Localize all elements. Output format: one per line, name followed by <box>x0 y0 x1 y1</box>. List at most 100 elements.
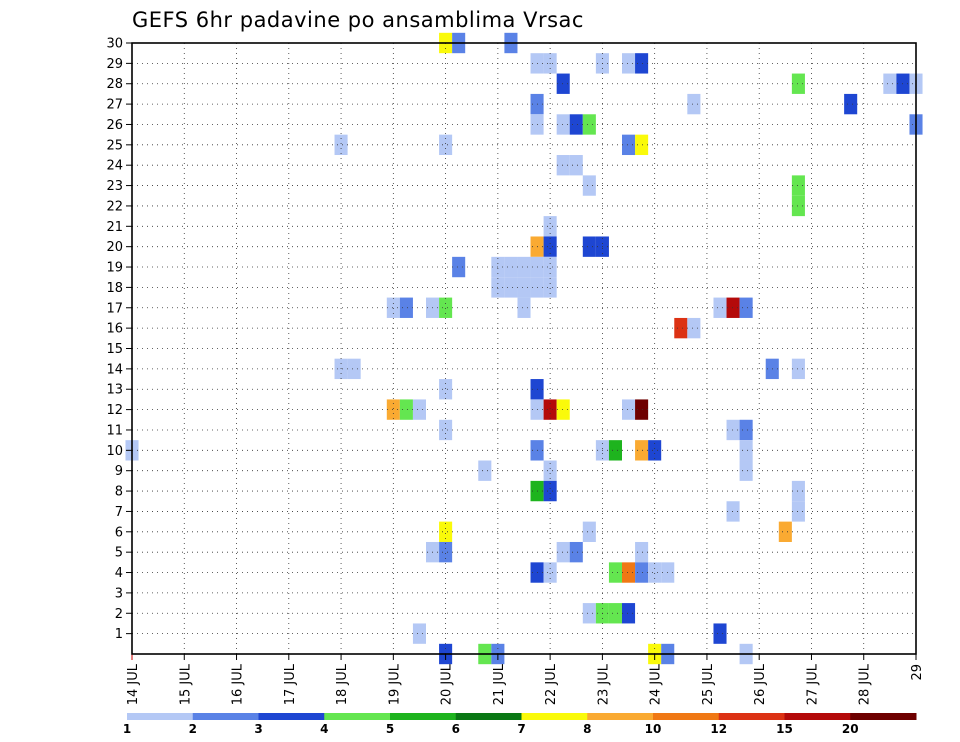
precip-cell <box>635 562 649 583</box>
y-tick-label: 11 <box>106 423 123 438</box>
colorbar-swatch <box>653 713 720 720</box>
colorbar-swatch <box>784 713 851 720</box>
colorbar-swatch <box>587 713 654 720</box>
y-tick-label: 22 <box>106 199 123 214</box>
y-tick-label: 27 <box>106 98 123 113</box>
precip-cell <box>635 134 649 156</box>
precip-cell <box>622 134 636 156</box>
colorbar-label: 1 <box>123 722 131 736</box>
y-tick-label: 18 <box>106 281 123 296</box>
x-tick-label: 28 JUL <box>858 663 873 705</box>
precip-cell <box>778 521 792 542</box>
x-tick-label: 22 JUL <box>544 663 559 705</box>
precip-cell <box>791 195 805 217</box>
precip-cell <box>439 419 453 441</box>
colorbar-label: 7 <box>517 722 525 736</box>
y-tick-label: 17 <box>106 301 123 316</box>
precip-cell <box>452 256 466 278</box>
precip-cell <box>582 521 596 542</box>
x-tick-label: 17 JUL <box>283 663 298 705</box>
precip-cell <box>517 256 531 278</box>
x-tick-label: 16 JUL <box>231 663 246 705</box>
precip-cell <box>412 399 426 420</box>
x-tick-label: 20 JUL <box>440 663 455 705</box>
y-tick-label: 29 <box>106 57 123 72</box>
y-tick-label: 9 <box>115 464 123 479</box>
colorbar-swatch <box>390 713 457 720</box>
precip-cell <box>556 155 570 176</box>
y-tick-label: 5 <box>115 546 123 561</box>
precip-cell <box>556 114 570 135</box>
precip-cell <box>608 603 622 624</box>
y-tick-label: 16 <box>106 322 123 337</box>
colorbar-label: 6 <box>452 722 460 736</box>
colorbar-label: 20 <box>842 722 859 736</box>
x-tick-label: 19 JUL <box>387 663 402 705</box>
y-tick-label: 28 <box>106 77 123 92</box>
precip-cell <box>883 73 897 94</box>
precip-cell <box>543 277 557 298</box>
x-tick-label: 25 JUL <box>701 663 716 705</box>
precip-cell <box>635 53 649 74</box>
y-tick-label: 3 <box>115 586 123 601</box>
precip-cell <box>622 53 636 74</box>
precip-cell <box>439 521 453 542</box>
precip-cell <box>739 419 753 441</box>
precip-cell <box>791 501 805 522</box>
colorbar-swatch <box>192 713 259 720</box>
precip-cell <box>635 399 649 420</box>
precip-cell <box>504 277 518 298</box>
precip-cells <box>125 32 923 665</box>
colorbar-label: 4 <box>320 722 328 736</box>
precip-cell <box>582 603 596 624</box>
colorbar-label: 5 <box>386 722 394 736</box>
precip-cell <box>622 562 636 583</box>
colorbar-label: 10 <box>645 722 662 736</box>
precip-cell <box>504 256 518 278</box>
x-axis: 14 JUL 15 JUL 16 JUL 17 JUL 18 JUL 19 JUL 20 J… <box>126 654 925 705</box>
colorbar-swatch <box>521 713 588 720</box>
x-tick-label: 21 JUL <box>492 663 507 705</box>
y-tick-label: 10 <box>106 444 123 459</box>
precip-cell <box>648 562 662 583</box>
y-tick-label: 13 <box>106 383 123 398</box>
y-tick-label: 4 <box>115 566 123 581</box>
colorbar: 1 2 3 4 5 6 7 8 10 12 15 20 <box>123 713 917 736</box>
y-tick-label: 15 <box>106 342 123 357</box>
precip-cell <box>622 399 636 420</box>
precip-cell <box>543 480 557 502</box>
colorbar-swatch <box>127 713 194 720</box>
precip-cell <box>622 603 636 624</box>
precip-cell <box>648 440 662 461</box>
plot-frame <box>131 42 917 655</box>
x-tick-label: 14 JUL <box>126 663 141 705</box>
precip-cell <box>674 317 688 339</box>
y-tick-label: 12 <box>106 403 123 418</box>
precip-cell <box>399 297 413 318</box>
precip-cell <box>739 460 753 481</box>
colorbar-swatch <box>718 713 785 720</box>
precip-cell <box>543 460 557 481</box>
precip-cell <box>543 216 557 237</box>
precip-cell <box>582 236 596 257</box>
precip-cell <box>791 358 805 380</box>
x-tick-label: 24 JUL <box>649 663 664 705</box>
precip-cell <box>739 297 753 318</box>
precip-cell <box>569 541 583 563</box>
colorbar-label: 2 <box>189 722 197 736</box>
precip-cell <box>478 460 492 481</box>
y-tick-label: 20 <box>106 240 123 255</box>
precip-cell <box>517 297 531 318</box>
colorbar-label: 12 <box>710 722 727 736</box>
y-tick-label: 1 <box>115 627 123 642</box>
precip-cell <box>556 399 570 420</box>
y-tick-label: 21 <box>106 220 123 235</box>
precip-cell <box>412 623 426 644</box>
precip-cell <box>582 175 596 196</box>
precip-cell <box>556 541 570 563</box>
x-tick-label: 23 JUL <box>596 663 611 705</box>
precip-cell <box>726 501 740 522</box>
y-tick-label: 30 <box>106 37 123 52</box>
y-tick-label: 26 <box>106 118 123 133</box>
